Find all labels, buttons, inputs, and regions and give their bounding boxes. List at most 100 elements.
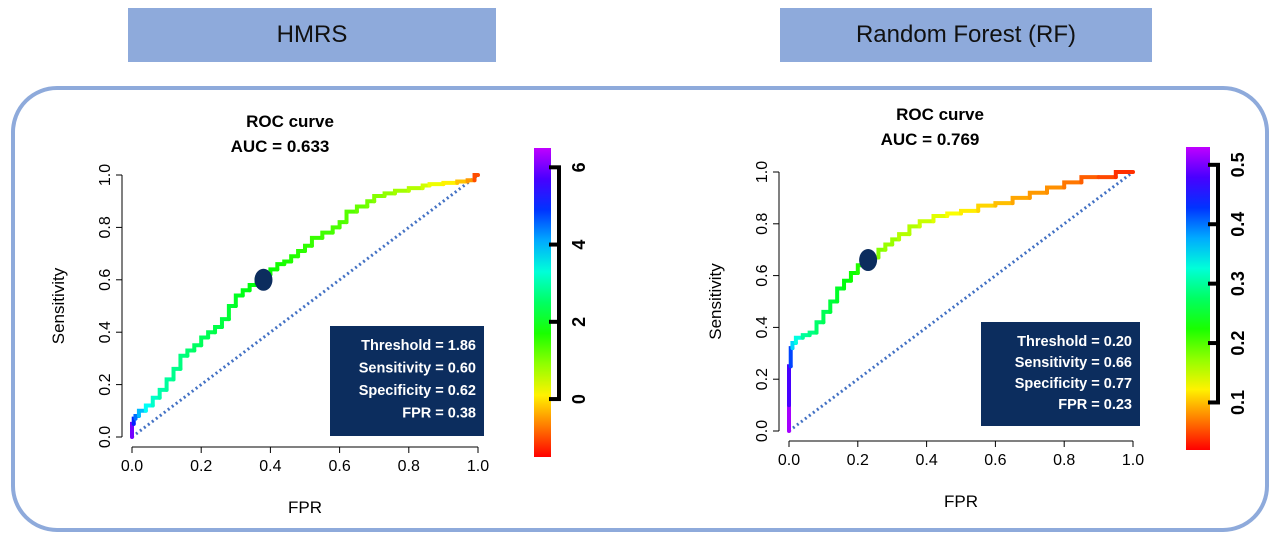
- chart-2-roc-segment: [842, 278, 853, 291]
- chart-1-colorbar: [534, 148, 551, 457]
- chart-2-x-tick-label: 0.6: [984, 452, 1006, 469]
- chart-2-colorbar-tick-label: 0.2: [1228, 331, 1248, 356]
- chart-1-roc-segment: [354, 204, 370, 214]
- chart-2-roc-segment: [821, 309, 833, 325]
- chart-1-roc-segment: [392, 188, 411, 196]
- chart-1-x-tick-label: 0.2: [190, 458, 212, 475]
- chart-2-roc-segment: [1113, 170, 1135, 180]
- chart-2-roc-segment: [1062, 180, 1084, 190]
- chart-2-roc-segment: [931, 214, 950, 224]
- chart-1-roc-segment: [365, 199, 377, 209]
- chart-1-roc-segment: [303, 243, 314, 253]
- chart-1-roc-segment: [330, 225, 342, 235]
- chart-1-roc-segment: [372, 193, 387, 204]
- chart-2-roc-segment: [907, 224, 922, 237]
- chart-1-roc-segment: [427, 182, 446, 188]
- chart-1-roc-segment: [192, 343, 204, 353]
- chart-2-roc-segment: [890, 237, 902, 247]
- chart-2-colorbar-tick-label: 0.1: [1228, 390, 1248, 415]
- chart-2-stats-fpr: FPR = 0.23: [1058, 397, 1132, 413]
- chart-1-y-label: Sensitivity: [49, 267, 68, 344]
- chart-2-roc-segment: [993, 201, 1015, 208]
- chart-1-roc-segment: [185, 348, 197, 358]
- chart-2-roc-segment: [814, 320, 826, 335]
- chart-1-title: ROC curve: [246, 112, 334, 131]
- chart-1-roc-segment: [344, 209, 359, 225]
- panel-frame: [11, 86, 1269, 532]
- chart-1-colorbar-tick-label: 4: [569, 240, 589, 250]
- chart-2-y-tick-label: 1.0: [754, 161, 771, 183]
- chart-2-diagonal-line: [788, 170, 1134, 433]
- chart-1-colorbar-tick-label: 2: [569, 317, 589, 327]
- chart-2-subtitle: AUC = 0.769: [881, 130, 980, 149]
- chart-2-y-tick-label: 0.4: [754, 316, 771, 338]
- chart-1-roc-segment: [296, 248, 307, 259]
- chart-1-x-label: FPR: [288, 498, 322, 517]
- chart-2-roc-segment: [1010, 195, 1032, 206]
- chart-1-diagonal-line: [131, 173, 479, 439]
- chart-2-colorbar-tick-label: 0.3: [1228, 271, 1248, 296]
- chart-2-colorbar-tick-label: 0.5: [1228, 152, 1248, 177]
- chart-1-stats-sensitivity: Sensitivity = 0.60: [359, 361, 476, 377]
- chart-2-roc-segment: [883, 242, 895, 252]
- chart-2-x-tick-label: 0.2: [847, 452, 869, 469]
- chart-1-roc-segment: [382, 191, 397, 198]
- chart-2-x-tick-label: 0.8: [1053, 452, 1075, 469]
- chart-1-y-tick-label: 0.8: [97, 216, 114, 238]
- chart-2-stats-box: [981, 322, 1140, 426]
- chart-1-x-tick-label: 1.0: [467, 458, 489, 475]
- chart-2-roc-segment: [945, 211, 963, 219]
- chart-2-y-tick-label: 0.2: [754, 368, 771, 390]
- chart-2-x-tick-label: 0.0: [778, 452, 800, 469]
- chart-1-roc-segment: [441, 180, 460, 187]
- chart-1-y-tick-label: 0.0: [97, 426, 114, 448]
- chart-1-colorbar-tick-label: 0: [569, 394, 589, 404]
- chart-2-stats-specificity: Specificity = 0.77: [1015, 376, 1132, 392]
- chart-2-stats-threshold: Threshold = 0.20: [1017, 334, 1132, 350]
- chart-1-stats-fpr: FPR = 0.38: [402, 406, 476, 422]
- chart-1-roc-segment: [289, 254, 301, 264]
- chart-1-roc-segment: [157, 387, 169, 400]
- chart-1-roc-segment: [337, 220, 349, 230]
- chart-2-stats-sensitivity: Sensitivity = 0.66: [1015, 355, 1132, 371]
- chart-2-y-tick-label: 0.6: [754, 264, 771, 286]
- chart-2-x-tick-label: 1.0: [1122, 452, 1144, 469]
- chart-1-roc-segment: [465, 178, 477, 184]
- chart-1-roc-segment: [164, 377, 176, 392]
- chart-1-stats-box: [330, 326, 484, 436]
- chart-1-roc-segment: [247, 283, 259, 293]
- hmrs-header: HMRS: [128, 8, 496, 62]
- chart-2-roc-segment: [959, 208, 981, 216]
- chart-1-optimal-point: [254, 268, 273, 291]
- chart-2-colorbar-tick-label: 0.4: [1228, 212, 1248, 237]
- chart-2-x-tick-label: 0.4: [915, 452, 937, 469]
- random-forest-header: Random Forest (RF): [780, 8, 1152, 62]
- chart-1-roc-segment: [178, 353, 190, 371]
- chart-1-roc-segment: [213, 324, 224, 335]
- chart-1-subtitle: AUC = 0.633: [231, 137, 330, 156]
- chart-2-roc-segment: [787, 364, 793, 408]
- chart-1-x-tick-label: 0.4: [259, 458, 281, 475]
- chart-1-roc-segment: [199, 335, 211, 348]
- chart-2-roc-segment: [976, 203, 998, 213]
- chart-1-y-tick-label: 1.0: [97, 164, 114, 186]
- chart-1-y-tick-label: 0.4: [97, 321, 114, 343]
- chart-1-x-tick-label: 0.6: [328, 458, 350, 475]
- chart-1-roc-segment: [275, 262, 287, 272]
- chart-1-roc-segment: [136, 408, 148, 419]
- chart-1-y-tick-label: 0.6: [97, 269, 114, 291]
- chart-1-roc-segment: [282, 259, 294, 267]
- chart-1-roc-segment: [171, 366, 183, 382]
- chart-1-roc-segment: [233, 293, 245, 308]
- chart-1-roc-segment: [143, 403, 155, 413]
- chart-2-y-label: Sensitivity: [706, 263, 725, 340]
- chart-2-roc-segment: [1045, 185, 1067, 195]
- chart-2-roc-segment: [897, 232, 912, 242]
- chart-2-roc-segment: [1027, 190, 1049, 200]
- chart-2-y-tick-label: 0.0: [754, 420, 771, 442]
- chart-1-stats-specificity: Specificity = 0.62: [359, 383, 476, 399]
- chart-1-roc-curve: [130, 173, 480, 439]
- chart-1-x-tick-label: 0.8: [398, 458, 420, 475]
- chart-2-roc-segment: [828, 299, 840, 314]
- chart-2-roc-segment: [835, 286, 847, 304]
